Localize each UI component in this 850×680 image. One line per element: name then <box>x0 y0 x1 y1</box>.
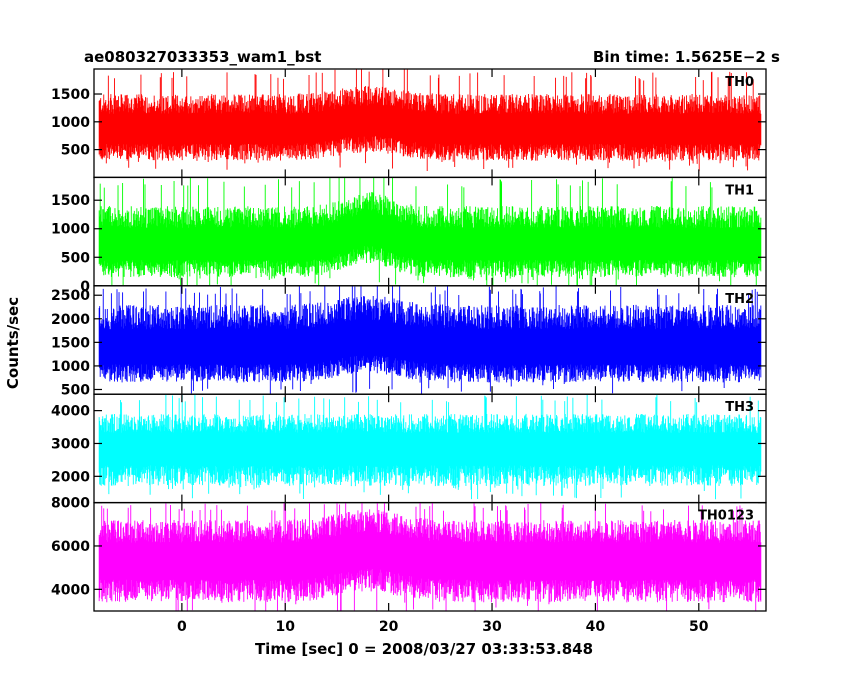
y-tick-label-th1-0: 0 <box>80 279 90 295</box>
x-tick-label-30: 30 <box>482 619 502 635</box>
x-tick-label-10: 10 <box>276 619 296 635</box>
x-tick-label-50: 50 <box>689 619 709 635</box>
y-tick-label-th1-1500: 1500 <box>51 193 90 209</box>
panel-label-th2: TH2 <box>725 292 754 307</box>
y-tick-label-th2-2000: 2000 <box>51 312 90 328</box>
y-tick-label-th3-4000: 4000 <box>51 404 90 420</box>
y-tick-label-th0-500: 500 <box>61 143 90 159</box>
panel-label-th0: TH0 <box>725 75 754 90</box>
series-th1-line <box>98 177 762 286</box>
series-th0-line <box>98 69 762 172</box>
panel-label-th1: TH1 <box>725 183 754 198</box>
x-tick-label-0: 0 <box>177 619 187 635</box>
y-tick-label-th2-500: 500 <box>61 382 90 398</box>
y-tick-label-th1-500: 500 <box>61 250 90 266</box>
x-tick-label-20: 20 <box>379 619 399 635</box>
panel-label-th3: TH3 <box>725 400 754 415</box>
series-th3-line <box>98 394 762 500</box>
series-th2-line <box>98 286 762 394</box>
chart-title-left: ae080327033353_wam1_bst <box>84 48 321 66</box>
y-tick-label-th0123-8000: 8000 <box>51 496 90 512</box>
y-tick-label-th2-2500: 2500 <box>51 288 90 304</box>
y-tick-label-th2-1500: 1500 <box>51 335 90 351</box>
series-th0123-line <box>98 503 762 611</box>
y-tick-label-th1-1000: 1000 <box>51 222 90 238</box>
y-tick-label-th0123-6000: 6000 <box>51 539 90 555</box>
y-tick-label-th0-1000: 1000 <box>51 115 90 131</box>
y-tick-label-th2-1000: 1000 <box>51 359 90 375</box>
y-tick-label-th0123-4000: 4000 <box>51 582 90 598</box>
panel-frame-th0123 <box>93 501 767 612</box>
x-axis-label: Time [sec] 0 = 2008/03/27 03:33:53.848 <box>255 640 593 658</box>
x-tick-label-40: 40 <box>586 619 606 635</box>
y-tick-label-th3-3000: 3000 <box>51 436 90 452</box>
panels-group: 50010001500TH0050010001500TH150010001500… <box>51 68 767 635</box>
y-tick-label-th3-2000: 2000 <box>51 469 90 485</box>
y-axis-label: Counts/sec <box>4 297 22 389</box>
chart-title-right: Bin time: 1.5625E−2 s <box>593 48 780 66</box>
y-tick-label-th0-1500: 1500 <box>51 87 90 103</box>
panel-label-th0123: TH0123 <box>698 509 754 524</box>
